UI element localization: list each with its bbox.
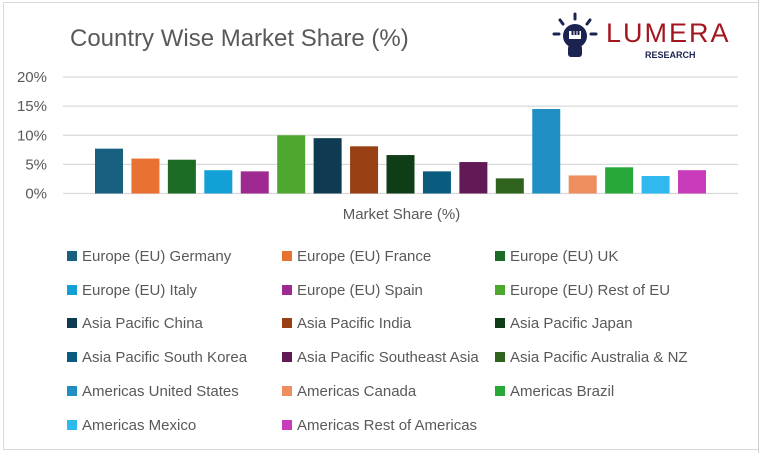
legend-item[interactable]: Asia Pacific India <box>282 315 411 332</box>
legend-item[interactable]: Asia Pacific South Korea <box>67 349 247 366</box>
logo-sub: RESEARCH <box>645 50 696 60</box>
legend-swatch <box>282 251 292 261</box>
bar[interactable] <box>678 170 706 194</box>
y-tick-label: 5% <box>25 156 47 173</box>
legend-item[interactable]: Europe (EU) Spain <box>282 282 423 299</box>
bar[interactable] <box>641 176 670 194</box>
legend-label: Europe (EU) Rest of EU <box>510 282 671 299</box>
legend-label: Europe (EU) Germany <box>82 248 232 265</box>
legend-swatch <box>495 352 505 362</box>
legend-swatch <box>282 420 292 430</box>
legend-label: Asia Pacific Southeast Asia <box>297 349 479 366</box>
legend-label: Americas United States <box>82 383 239 400</box>
logo-brand: LUMERA <box>606 18 731 48</box>
legend-label: Asia Pacific Australia & NZ <box>510 349 688 366</box>
bar[interactable] <box>495 178 524 194</box>
legend-item[interactable]: Americas Mexico <box>67 417 196 434</box>
lightbulb-icon <box>552 12 598 57</box>
legend-item[interactable]: Americas United States <box>67 383 239 400</box>
bar[interactable] <box>459 162 488 194</box>
legend-label: Europe (EU) Italy <box>82 282 198 299</box>
legend-item[interactable]: Asia Pacific Japan <box>495 315 633 332</box>
bar[interactable] <box>131 158 160 194</box>
legend-swatch <box>67 352 77 362</box>
legend-item[interactable]: Asia Pacific Southeast Asia <box>282 349 479 366</box>
bar[interactable] <box>95 148 123 194</box>
sheet-edge <box>758 0 763 453</box>
y-tick-label: 15% <box>17 98 47 115</box>
legend-item[interactable]: Europe (EU) Italy <box>67 282 197 299</box>
legend-label: Americas Rest of Americas <box>297 417 478 434</box>
legend-label: Asia Pacific Japan <box>510 315 633 332</box>
bar[interactable] <box>532 109 561 194</box>
bar[interactable] <box>386 155 415 194</box>
legend-label: Americas Mexico <box>82 417 197 434</box>
legend-swatch <box>495 318 505 328</box>
bar[interactable] <box>605 167 634 194</box>
legend-item[interactable]: Europe (EU) France <box>282 248 431 265</box>
legend-label: Asia Pacific China <box>82 315 203 332</box>
legend-swatch <box>67 420 77 430</box>
legend-label: Europe (EU) Spain <box>297 282 423 299</box>
lumera-logo: LUMERA RESEARCH <box>550 12 740 62</box>
legend-swatch <box>495 251 505 261</box>
legend-swatch <box>282 386 292 396</box>
legend-swatch <box>67 386 77 396</box>
bar[interactable] <box>277 135 306 194</box>
legend-label: Americas Canada <box>297 383 417 400</box>
bar[interactable] <box>167 159 196 194</box>
legend-label: Americas Brazil <box>510 383 615 400</box>
legend-item[interactable]: Asia Pacific China <box>67 315 203 332</box>
y-tick-label: 0% <box>25 186 47 203</box>
legend-label: Europe (EU) France <box>297 248 432 265</box>
x-axis-label: Market Share (%) <box>342 206 461 223</box>
legend-swatch <box>282 285 292 295</box>
y-tick-label: 20% <box>17 69 47 86</box>
chart-title: Country Wise Market Share (%) <box>70 25 409 52</box>
bar[interactable] <box>240 171 269 194</box>
legend-swatch <box>67 285 77 295</box>
legend-item[interactable]: Americas Canada <box>282 383 416 400</box>
legend-swatch <box>67 318 77 328</box>
legend-label: Asia Pacific India <box>297 315 412 332</box>
y-tick-label: 10% <box>17 127 47 144</box>
legend-item[interactable]: Americas Brazil <box>495 383 614 400</box>
legend-swatch <box>495 386 505 396</box>
bar[interactable] <box>350 146 379 194</box>
legend-swatch <box>282 352 292 362</box>
bar[interactable] <box>422 171 451 194</box>
legend-swatch <box>495 285 505 295</box>
legend-item[interactable]: Europe (EU) Germany <box>67 248 231 265</box>
legend-item[interactable]: Asia Pacific Australia & NZ <box>495 349 688 366</box>
legend-label: Asia Pacific South Korea <box>82 349 248 366</box>
bar[interactable] <box>313 138 342 194</box>
legend-swatch <box>67 251 77 261</box>
legend-swatch <box>282 318 292 328</box>
legend-item[interactable]: Americas Rest of Americas <box>282 417 477 434</box>
legend-item[interactable]: Europe (EU) Rest of EU <box>495 282 670 299</box>
bar[interactable] <box>204 170 233 194</box>
legend-label: Europe (EU) UK <box>510 248 619 265</box>
legend-item[interactable]: Europe (EU) UK <box>495 248 618 265</box>
bar[interactable] <box>568 175 597 194</box>
